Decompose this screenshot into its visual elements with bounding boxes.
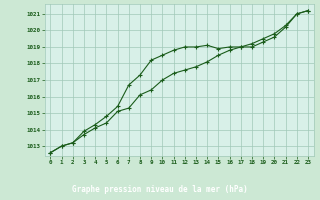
Text: Graphe pression niveau de la mer (hPa): Graphe pression niveau de la mer (hPa) xyxy=(72,185,248,194)
